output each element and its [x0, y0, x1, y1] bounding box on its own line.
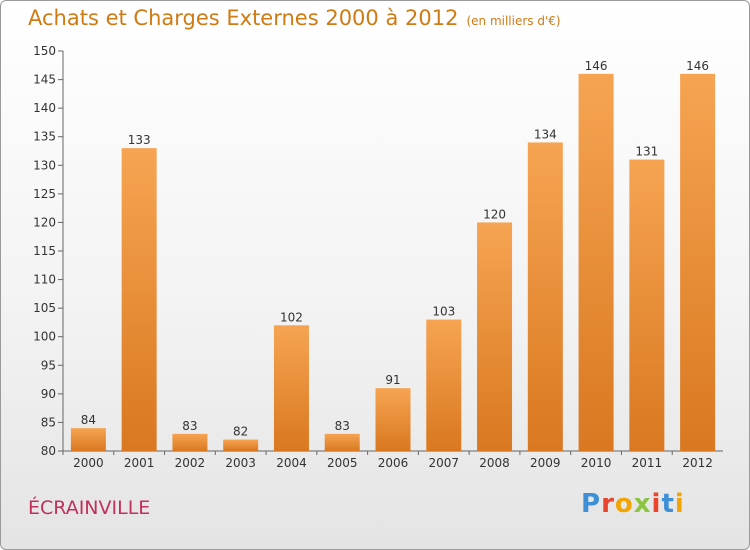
value-label-2011: 131 — [635, 145, 658, 159]
y-tick-label: 105 — [33, 301, 56, 315]
y-tick-label: 100 — [33, 330, 56, 344]
bar-2003 — [223, 439, 259, 451]
y-tick-label: 110 — [33, 273, 56, 287]
x-tick-label-2000: 2000 — [73, 456, 104, 470]
value-label-2000: 84 — [81, 413, 96, 427]
y-tick-label: 150 — [33, 44, 56, 58]
value-label-2009: 134 — [534, 127, 557, 141]
value-label-2004: 102 — [280, 310, 303, 324]
y-tick-label: 145 — [33, 73, 56, 87]
title-text: Achats et Charges Externes 2000 à 2012 — [28, 6, 459, 30]
logo-letter: t — [661, 489, 675, 519]
x-tick-label-2001: 2001 — [124, 456, 155, 470]
value-label-2003: 82 — [233, 425, 248, 439]
bar-2001 — [121, 148, 157, 451]
y-tick-label: 125 — [33, 187, 56, 201]
x-tick-label-2011: 2011 — [632, 456, 663, 470]
bar-2004 — [273, 325, 309, 451]
city-name: ÉCRAINVILLE — [28, 497, 151, 519]
bar-2007 — [426, 319, 462, 451]
x-tick-label-2003: 2003 — [225, 456, 256, 470]
y-tick-label: 130 — [33, 158, 56, 172]
logo-letter: x — [633, 489, 652, 519]
value-label-2008: 120 — [483, 207, 506, 221]
x-tick-label-2002: 2002 — [175, 456, 206, 470]
bar-2006 — [375, 388, 411, 451]
logo-letter: o — [614, 489, 634, 519]
axes: 80 85 90 95 100 105 110 115 120 125 130 135 140 145 15… — [33, 44, 723, 470]
y-tick-label: 95 — [41, 358, 56, 372]
unit-label: (en milliers d'€) — [466, 14, 561, 28]
value-label-2002: 83 — [182, 419, 197, 433]
proxiti-logo[interactable]: Proxiti — [581, 489, 685, 519]
x-tick-label-2006: 2006 — [378, 456, 409, 470]
x-tick-label-2004: 2004 — [276, 456, 307, 470]
y-tick-label: 140 — [33, 101, 56, 115]
y-tick-label: 90 — [41, 387, 56, 401]
bar-2011 — [629, 159, 665, 452]
value-label-2012: 146 — [686, 59, 709, 73]
y-tick-label: 115 — [33, 244, 56, 258]
chart-title: Achats et Charges Externes 2000 à 2012 (e… — [28, 6, 561, 30]
y-tick-label: 80 — [41, 444, 56, 458]
y-tick-label: 120 — [33, 215, 56, 229]
bar-2000 — [70, 428, 106, 451]
y-tick-label: 135 — [33, 130, 56, 144]
value-label-2010: 146 — [585, 59, 608, 73]
value-label-2007: 103 — [432, 305, 455, 319]
y-tick-label: 85 — [41, 415, 56, 429]
bar-2010 — [578, 73, 614, 451]
x-tick-label-2005: 2005 — [327, 456, 358, 470]
logo-letter: i — [674, 489, 685, 519]
x-tick-label-2007: 2007 — [428, 456, 459, 470]
x-tick-label-2012: 2012 — [682, 456, 713, 470]
value-label-2001: 133 — [128, 133, 151, 147]
bar-2005 — [324, 433, 360, 451]
bar-2012 — [680, 73, 716, 451]
value-label-2005: 83 — [335, 419, 350, 433]
x-tick-label-2010: 2010 — [581, 456, 612, 470]
bars: 84 133 83 82 102 83 91 103 120 134 146 131 146 — [70, 59, 716, 452]
logo-letter: i — [651, 489, 662, 519]
bar-2002 — [172, 433, 208, 451]
bar-2008 — [477, 222, 513, 451]
x-tick-label-2008: 2008 — [479, 456, 510, 470]
logo-letter: P — [581, 489, 602, 519]
x-tick-label-2009: 2009 — [530, 456, 561, 470]
logo-letter: r — [601, 489, 615, 519]
bar-2009 — [527, 142, 563, 451]
value-label-2006: 91 — [385, 373, 400, 387]
